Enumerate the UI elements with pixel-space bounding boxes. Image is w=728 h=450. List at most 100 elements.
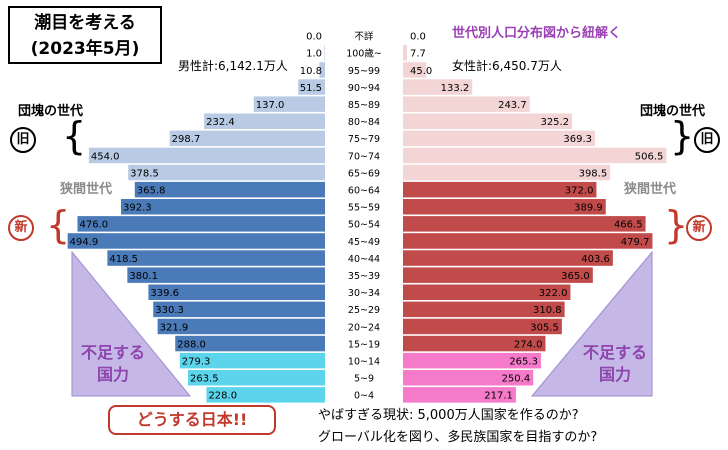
age-label: 65~69 <box>348 168 380 179</box>
male-value-label: 476.0 <box>79 220 108 231</box>
male-bar <box>127 267 326 283</box>
age-label: 85~89 <box>348 100 380 111</box>
male-value-label: 380.1 <box>129 271 158 282</box>
male-bar <box>204 113 325 129</box>
age-label: 60~64 <box>348 185 380 196</box>
female-value-label: 398.5 <box>579 168 608 179</box>
new-mark-left: 新 <box>8 215 34 241</box>
male-bar <box>153 301 325 318</box>
female-value-label: 369.3 <box>563 134 592 145</box>
subtitle: 世代別人口分布図から紐解く <box>452 26 622 41</box>
age-label: 90~94 <box>348 83 380 94</box>
female-value-label: 403.6 <box>581 254 610 265</box>
male-bar <box>319 62 325 78</box>
female-value-label: 133.2 <box>441 83 470 94</box>
bottom-text-line1: やばすぎる現状: 5,000万人国家を作るのか? <box>318 408 579 423</box>
age-label: 5~9 <box>354 374 374 385</box>
brace-new-left: { <box>46 203 71 247</box>
female-value-label: 45.0 <box>410 66 432 77</box>
male-value-label: 321.9 <box>160 322 189 333</box>
title-line2: (2023年5月) <box>30 39 140 59</box>
female-bar <box>403 113 573 129</box>
lack-triangle-left <box>71 250 192 397</box>
dankai-label-left: 団塊の世代 <box>18 104 84 119</box>
male-bar <box>77 216 325 232</box>
male-value-label: 263.5 <box>190 374 219 385</box>
female-bar <box>403 352 541 369</box>
age-label: 80~84 <box>348 117 380 128</box>
male-bar <box>88 147 325 164</box>
female-bar <box>403 387 516 403</box>
male-bar <box>148 284 325 300</box>
brace-old-right: } <box>670 114 695 158</box>
old-mark-right: 旧 <box>694 127 720 153</box>
female-value-label: 250.4 <box>502 374 531 385</box>
age-label: 70~74 <box>348 151 380 162</box>
male-value-label: 279.3 <box>182 356 211 367</box>
kyoma-label-left: 狭間世代 <box>60 182 113 197</box>
age-label: 30~34 <box>348 288 380 299</box>
age-label: 0~4 <box>354 391 374 402</box>
female-value-label: 243.7 <box>498 100 527 111</box>
male-bar <box>187 370 325 386</box>
female-bar <box>403 284 571 300</box>
female-value-label: 506.5 <box>635 151 664 162</box>
male-value-label: 51.5 <box>300 83 322 94</box>
age-label: 100歳~ <box>346 48 382 60</box>
age-label: 75~79 <box>348 134 380 145</box>
old-mark-left: 旧 <box>10 127 36 153</box>
lack-label-right-line1: 不足する <box>582 343 647 362</box>
male-bar <box>169 130 325 147</box>
new-mark-right: 新 <box>686 215 712 241</box>
age-label: 20~24 <box>348 322 380 333</box>
female-value-label: 389.9 <box>574 203 603 214</box>
female-value-label: 0.0 <box>410 32 426 43</box>
female-bar <box>403 62 427 78</box>
male-bar <box>157 318 325 335</box>
female-bar <box>403 45 408 61</box>
lack-triangle-right <box>530 250 653 397</box>
male-bar <box>107 250 325 266</box>
male-bar <box>206 387 325 403</box>
brace-new-right: } <box>664 203 689 247</box>
female-value-label: 322.0 <box>539 288 568 299</box>
male-bar <box>128 164 325 181</box>
female-value-label: 372.0 <box>565 185 594 196</box>
female-value-label: 7.7 <box>410 49 426 60</box>
male-bar <box>121 199 325 215</box>
lack-label-right: 不足する 国力 <box>572 342 658 386</box>
female-bar <box>403 199 606 215</box>
female-bar <box>403 250 613 266</box>
female-bar <box>403 130 596 147</box>
male-value-label: 392.3 <box>123 203 152 214</box>
age-label: 55~59 <box>348 203 380 214</box>
female-bar <box>403 216 646 232</box>
age-label: 95~99 <box>348 66 380 77</box>
title-box: 潮目を考える (2023年5月) <box>8 6 162 64</box>
female-value-label: 274.0 <box>514 339 543 350</box>
female-bar <box>403 335 546 352</box>
brace-old-left: { <box>62 114 87 158</box>
male-bar <box>67 233 325 249</box>
female-value-label: 305.5 <box>530 322 559 333</box>
age-label: 10~14 <box>348 356 380 367</box>
male-bar <box>324 45 325 61</box>
age-label: 50~54 <box>348 220 380 231</box>
male-value-label: 10.8 <box>300 66 322 77</box>
male-value-label: 298.7 <box>172 134 201 145</box>
bottom-text-line2: グローバル化を図り、多民族国家を目指すのか? <box>318 430 598 445</box>
female-value-label: 217.1 <box>484 391 513 402</box>
female-bar <box>403 267 593 283</box>
male-value-label: 228.0 <box>208 391 237 402</box>
lack-label-left: 不足する 国力 <box>70 342 156 386</box>
male-bar <box>179 352 325 369</box>
female-bar <box>403 96 530 112</box>
female-value-label: 310.8 <box>533 305 562 316</box>
lack-label-left-line1: 不足する <box>80 343 145 362</box>
male-value-label: 0.0 <box>306 32 322 43</box>
male-value-label: 365.8 <box>137 185 166 196</box>
female-total: 女性計:6,450.7万人 <box>452 59 562 73</box>
male-bar <box>175 335 325 352</box>
male-value-label: 494.9 <box>70 237 99 248</box>
kyoma-label-right: 狭間世代 <box>624 182 677 197</box>
